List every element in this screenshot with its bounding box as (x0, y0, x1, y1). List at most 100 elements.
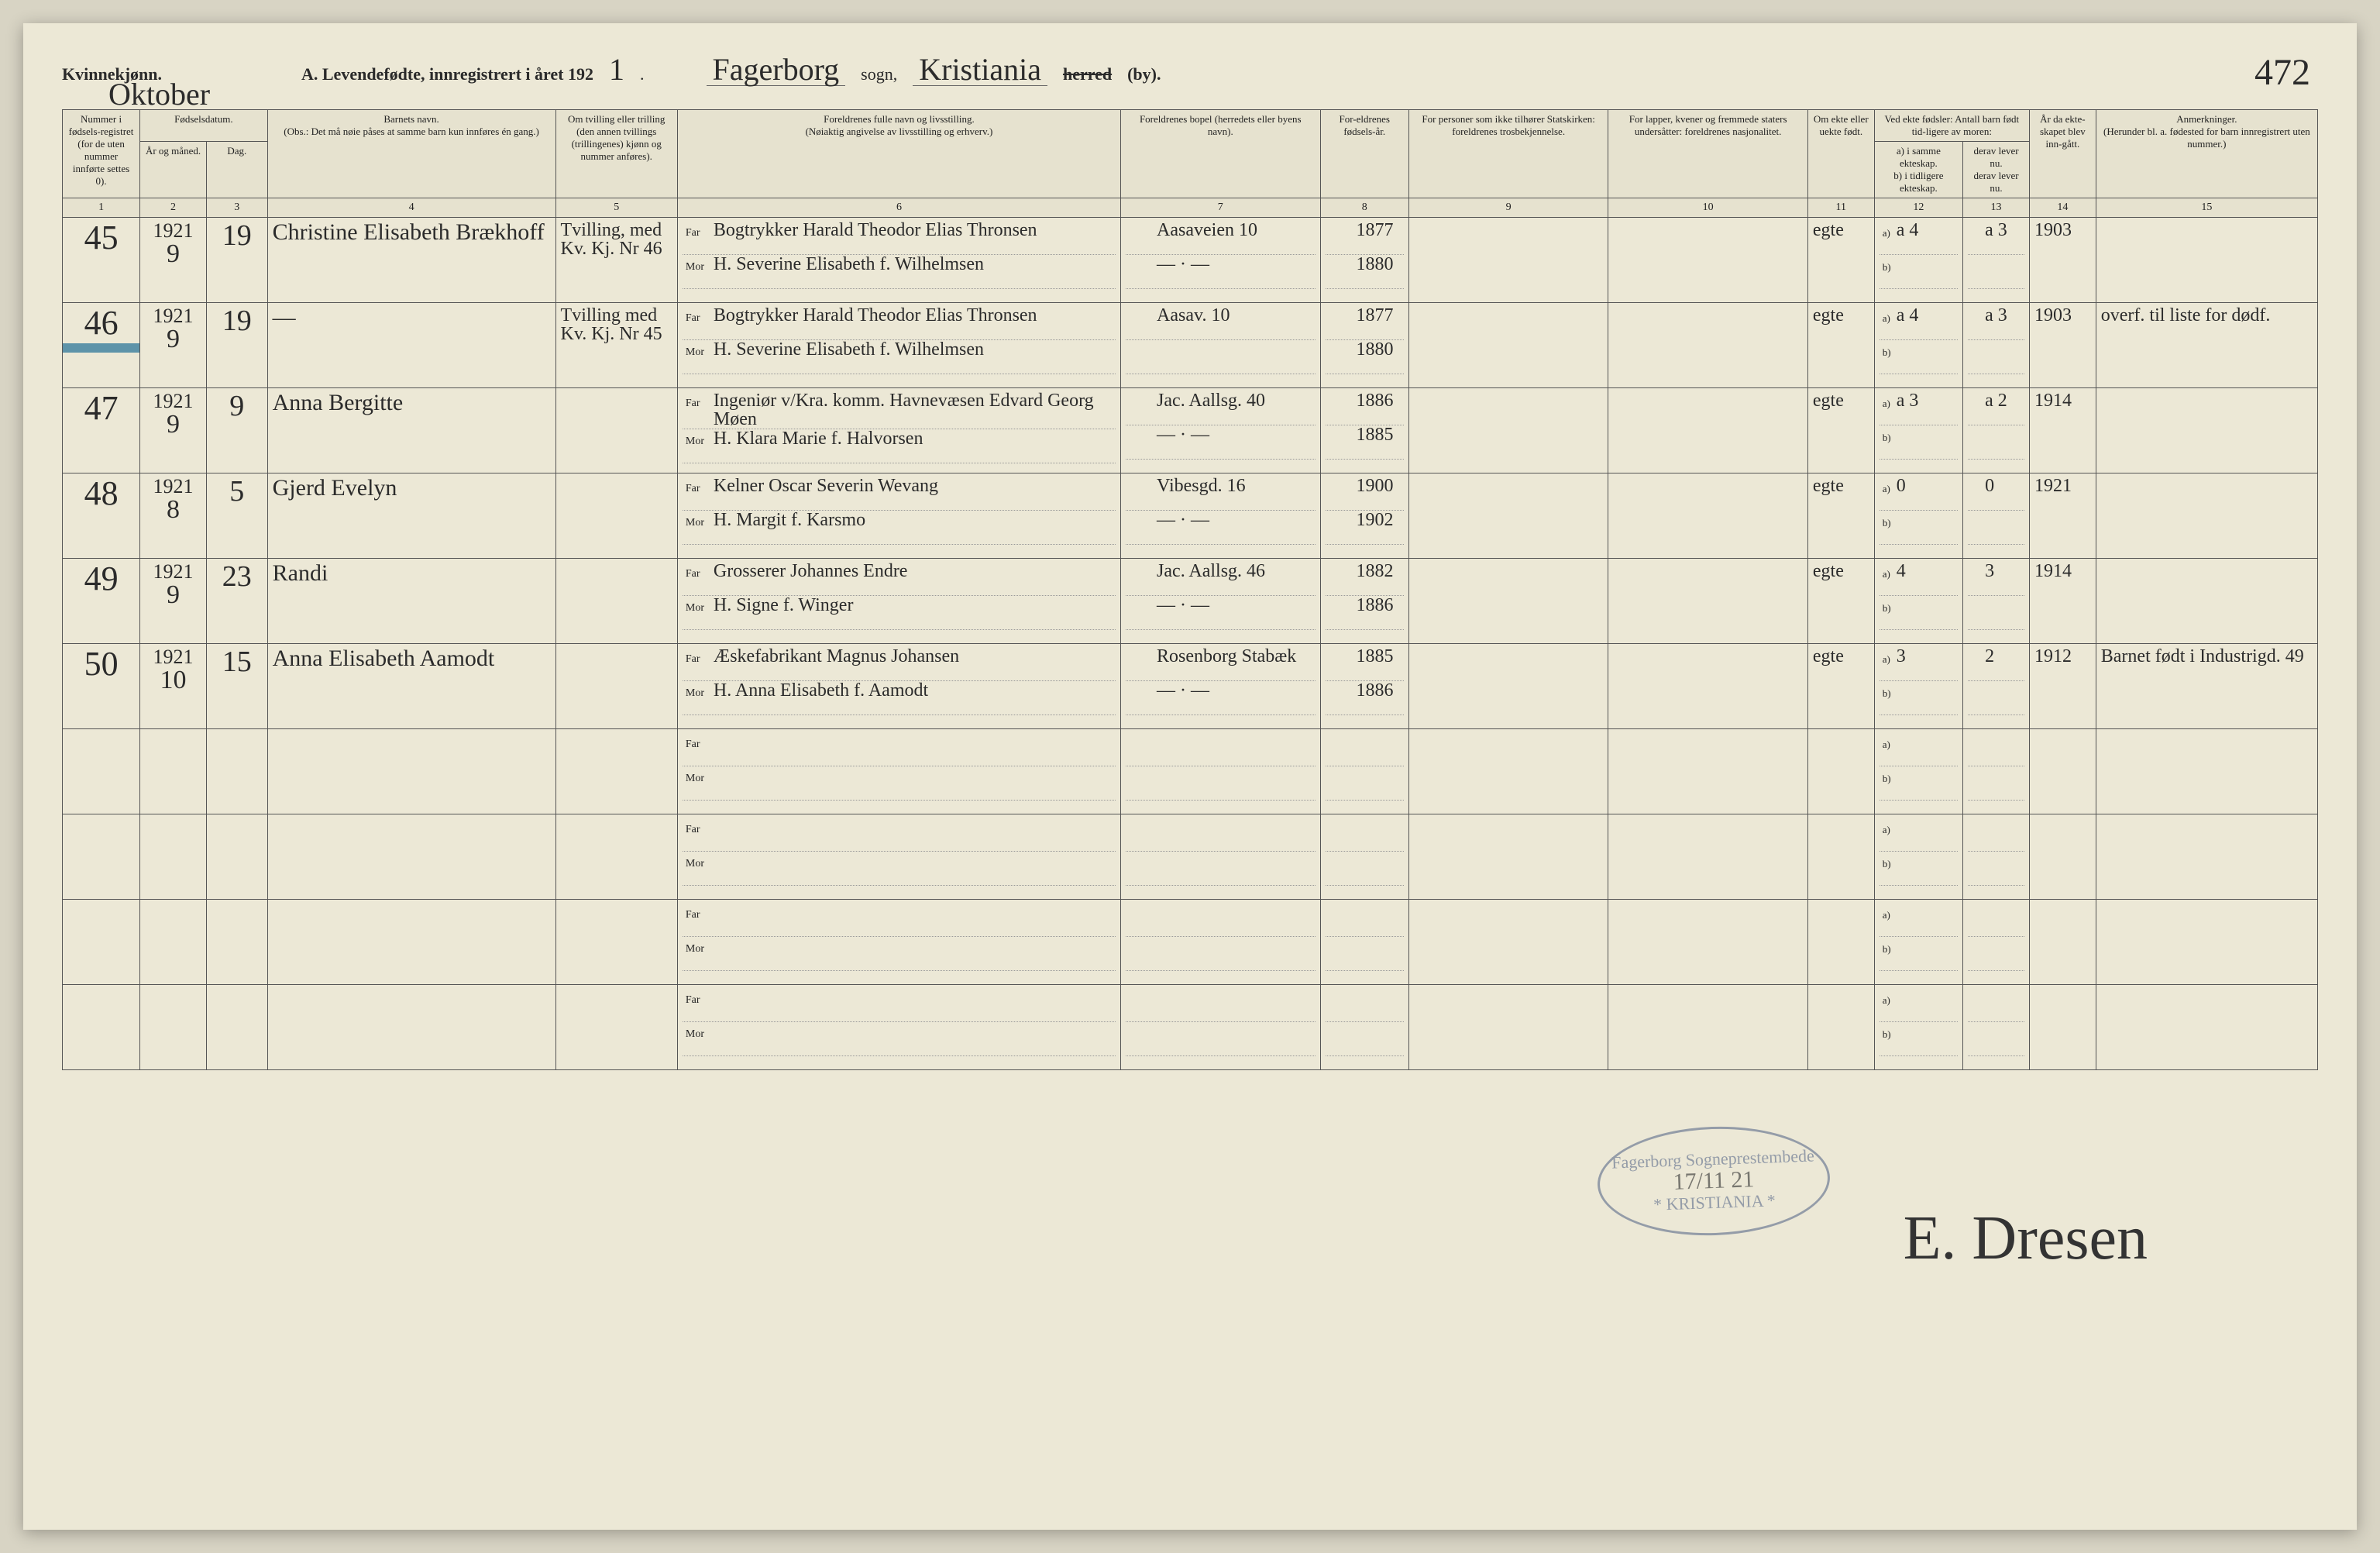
col11-header: Om ekte eller uekte født. (1807, 110, 1874, 198)
parent-years (1320, 814, 1408, 900)
religion (1408, 388, 1608, 473)
col6-title: Foreldrenes fulle navn og livsstilling. (824, 113, 975, 125)
district-hand: Kristiania (913, 54, 1047, 86)
parents: FarBogtrykker Harald Theodor Elias Thron… (677, 218, 1120, 303)
legitimacy: egte (1807, 303, 1874, 388)
col15-note: (Herunder bl. a. fødested for barn innre… (2103, 126, 2310, 150)
legitimacy (1807, 814, 1874, 900)
mother-label: Mor (686, 1028, 704, 1041)
twin-note (555, 814, 677, 900)
mother-value: H. Severine Elisabeth f. Wilhelmsen (714, 254, 984, 274)
col13a-label: derav lever nu. (1973, 145, 2018, 169)
col12-top-header: Ved ekte fødsler: Antall barn født tid-l… (1874, 110, 2029, 142)
living: 2 (1963, 644, 2030, 729)
parent-years (1320, 729, 1408, 814)
colnum: 5 (555, 198, 677, 218)
day (206, 814, 267, 900)
marriage-year: 1912 (2029, 644, 2096, 729)
col12-header: a) i samme ekteskap. b) i tidligere ekte… (1874, 142, 1962, 198)
mother-label: Mor (686, 261, 704, 274)
column-number-row: 1 2 3 4 5 6 7 8 9 10 11 12 13 14 15 (63, 198, 2318, 218)
table-row: 47192199Anna BergitteFarIngeniør v/Kra. … (63, 388, 2318, 473)
remarks (2096, 559, 2317, 644)
signature: E. Dresen (1904, 1203, 2148, 1274)
prior-births: a)b) (1874, 900, 1962, 985)
table-row: 491921923RandiFarGrosserer Johannes Endr… (63, 559, 2318, 644)
parents: FarBogtrykker Harald Theodor Elias Thron… (677, 303, 1120, 388)
marriage-year (2029, 985, 2096, 1070)
mother-label: Mor (686, 602, 704, 615)
col4-note: (Obs.: Det må nøie påses at samme barn k… (284, 126, 539, 137)
parents: FarMor (677, 814, 1120, 900)
register-table: Nummer i fødsels-registret (for de uten … (62, 109, 2318, 1070)
legitimacy (1807, 729, 1874, 814)
twin-note (555, 985, 677, 1070)
year-month: 192110 (140, 644, 207, 729)
colnum: 9 (1408, 198, 1608, 218)
father-label: Far (686, 568, 700, 580)
mother-label: Mor (686, 943, 704, 956)
prior-births: a)0b) (1874, 473, 1962, 559)
nationality (1608, 388, 1807, 473)
strike-bar (63, 343, 139, 353)
legitimacy: egte (1807, 473, 1874, 559)
legitimacy: egte (1807, 218, 1874, 303)
table-row: 48192185Gjerd EvelynFarKelner Oscar Seve… (63, 473, 2318, 559)
mother-value: H. Margit f. Karsmo (714, 510, 865, 530)
twin-note (555, 644, 677, 729)
parent-years: 18851886 (1320, 644, 1408, 729)
year-month: 19219 (140, 303, 207, 388)
col2a-header: Fødselsdatum. (140, 110, 268, 142)
mother-label: Mor (686, 773, 704, 785)
col4-header: Barnets navn. (Obs.: Det må nøie påses a… (267, 110, 555, 198)
mother-value: H. Signe f. Winger (714, 595, 854, 615)
religion (1408, 814, 1608, 900)
parent-years: 19001902 (1320, 473, 1408, 559)
col6-note: (Nøiaktig angivelse av livsstilling og e… (806, 126, 993, 137)
prior-births: a)4b) (1874, 559, 1962, 644)
father-label: Far (686, 312, 700, 325)
table-body: 451921919Christine Elisabeth BrækhoffTvi… (63, 218, 2318, 1070)
table-row: FarMor a)b) (63, 985, 2318, 1070)
remarks: overf. til liste for dødf. (2096, 303, 2317, 388)
table-row: FarMora)b) (63, 900, 2318, 985)
day: 9 (206, 388, 267, 473)
parents: FarMor (677, 985, 1120, 1070)
header: Kvinnekjønn. A. Levendefødte, innregistr… (62, 54, 2318, 86)
col7-header: Foreldrenes bopel (herredets eller byens… (1121, 110, 1320, 198)
living: 3 (1963, 559, 2030, 644)
legitimacy: egte (1807, 559, 1874, 644)
col8-header: For-eldrenes fødsels-år. (1320, 110, 1408, 198)
legitimacy (1807, 985, 1874, 1070)
mother-label: Mor (686, 687, 704, 700)
religion (1408, 559, 1608, 644)
year-month (140, 729, 207, 814)
col6-header: Foreldrenes fulle navn og livsstilling. … (677, 110, 1120, 198)
child-name: Anna Bergitte (267, 388, 555, 473)
prior-births: a)b) (1874, 985, 1962, 1070)
table-row: FarMora)b) (63, 814, 2318, 900)
nationality (1608, 900, 1807, 985)
marriage-year: 1903 (2029, 218, 2096, 303)
legitimacy: egte (1807, 644, 1874, 729)
living: a 3 (1963, 218, 2030, 303)
remarks (2096, 729, 2317, 814)
father-value: Æskefabrikant Magnus Johansen (714, 646, 959, 666)
child-name: Anna Elisabeth Aamodt (267, 644, 555, 729)
religion (1408, 218, 1608, 303)
child-name (267, 814, 555, 900)
nationality (1608, 218, 1807, 303)
parish-label: sogn, (861, 64, 897, 84)
parents: FarMor (677, 729, 1120, 814)
col13-header: derav lever nu. derav lever nu. (1963, 142, 2030, 198)
remarks: Barnet født i Industrigd. 49 (2096, 644, 2317, 729)
remarks (2096, 388, 2317, 473)
religion (1408, 985, 1608, 1070)
entry-number (63, 985, 140, 1070)
section-label: A. Levendefødte, innregistrert i året 19… (301, 64, 593, 84)
prior-births: a)3b) (1874, 644, 1962, 729)
prior-births: a)a 4b) (1874, 303, 1962, 388)
parents: FarGrosserer Johannes EndreMorH. Signe f… (677, 559, 1120, 644)
father-label: Far (686, 824, 700, 836)
col4-title: Barnets navn. (383, 113, 439, 125)
